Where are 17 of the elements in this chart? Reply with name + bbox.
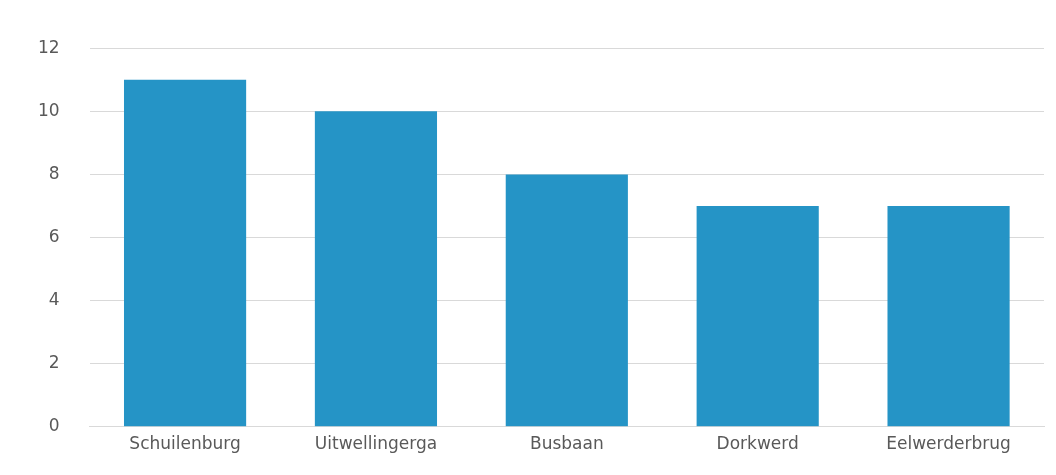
bar [123,79,247,427]
bar [696,205,819,427]
x-tick-label: Schuilenburg [129,433,241,454]
y-tick-label: 2 [48,352,60,373]
bar [314,111,438,427]
y-tick-label: 4 [48,289,60,310]
x-tick-label: Dorkwerd [716,433,799,454]
y-tick-label: 6 [48,225,60,246]
y-tick-label: 12 [37,36,60,57]
y-tick-label: 0 [48,415,60,436]
bar [505,174,628,427]
x-tick-label: Eelwerderbrug [886,433,1011,454]
y-tick-label: 8 [48,162,60,183]
bar [887,205,1010,427]
y-tick-label: 10 [37,99,60,120]
x-tick-label: Busbaan [529,433,604,454]
x-tick-label: Uitwellingerga [314,433,438,454]
